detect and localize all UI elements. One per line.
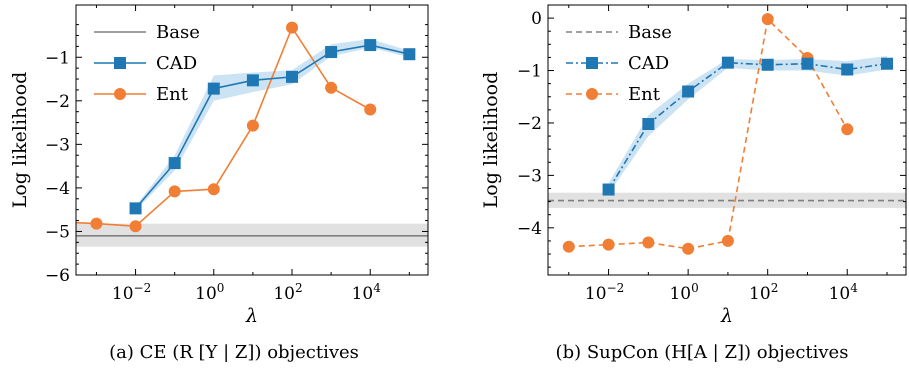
panel-b-legend-label: Ent bbox=[628, 84, 661, 105]
panel-b-y-tick-label: −4 bbox=[517, 219, 542, 239]
panel-a-ent-point bbox=[286, 21, 299, 34]
panel-a-y-tick-label: −6 bbox=[45, 266, 70, 286]
panel-b-cad-point bbox=[602, 183, 615, 196]
panel-b-x-tick-exponent: −2 bbox=[607, 281, 625, 295]
panel-a-y-tick-label: −1 bbox=[45, 48, 70, 68]
panel-a-y-axis-label: Log likelihood bbox=[9, 72, 31, 209]
panel-b-x-tick-exponent: 4 bbox=[850, 281, 858, 295]
panel-b-cad-point bbox=[761, 58, 774, 71]
panel-b-legend-marker bbox=[586, 57, 598, 69]
panel-a-legend-label: CAD bbox=[156, 53, 197, 74]
panel-a-y-tick-label: −5 bbox=[45, 222, 70, 242]
panel-b-cad-point bbox=[881, 57, 894, 70]
panel-b-y-tick-label: −2 bbox=[517, 114, 542, 134]
panel-b-y-axis-label: Log likelihood bbox=[480, 72, 502, 209]
panel-a-legend-marker bbox=[114, 57, 126, 69]
panel-a-x-tick-exponent: 2 bbox=[295, 281, 303, 295]
panel-b-cad-point bbox=[721, 56, 734, 69]
panel-a-cad-point bbox=[129, 202, 142, 215]
panel-b-x-tick-exponent: 0 bbox=[691, 281, 699, 295]
panel-b-caption: (b) SupCon (H[A | Z]) objectives bbox=[556, 342, 849, 363]
panel-b-x-tick-exponent: 2 bbox=[771, 281, 779, 295]
panel-b-cad-point bbox=[682, 85, 695, 98]
panel-a-ent-point bbox=[325, 81, 338, 94]
panel-a-axes-frame bbox=[75, 4, 429, 276]
panel-a-x-tick-label: 104 bbox=[352, 281, 382, 304]
panel-a-cad-point bbox=[403, 48, 416, 61]
panel-b-x-axis-label: λ bbox=[720, 305, 733, 327]
panel-b-chart: 10−2 100 102 104 −4 −3 −2 −1 0 λ Log likelihood Bas… bbox=[480, 4, 907, 363]
panel-a-cad-point bbox=[168, 157, 181, 170]
panel-b-cad-point bbox=[841, 63, 854, 76]
panel-b-legend-label: Base bbox=[628, 22, 672, 43]
panel-b-y-tick-label: 0 bbox=[531, 9, 542, 29]
panel-a-ent-point bbox=[207, 183, 220, 196]
panel-b-axes-frame bbox=[547, 4, 907, 276]
panel-a-ent-point bbox=[364, 103, 377, 116]
panel-b-plot-area bbox=[548, 13, 906, 255]
panel-b-ent-point bbox=[721, 234, 734, 247]
panel-a-x-tick-exponent: −2 bbox=[134, 281, 152, 295]
panel-b-x-tick-label: 100 bbox=[669, 281, 698, 304]
panel-b-cad-point bbox=[642, 118, 655, 131]
panel-a-legend-label: Base bbox=[156, 22, 200, 43]
panel-a-legend: Base CAD Ent bbox=[94, 22, 200, 105]
panel-a-cad-point bbox=[364, 39, 377, 52]
panel-b-ent-line bbox=[568, 17, 848, 250]
panel-b-base-band bbox=[548, 192, 906, 208]
panel-a-ent-point bbox=[90, 217, 103, 230]
panel-a-cad-point bbox=[246, 74, 259, 87]
panel-a-x-axis-label: λ bbox=[245, 305, 258, 327]
panel-a-y-tick-label: −4 bbox=[45, 179, 70, 199]
panel-b-ent-point bbox=[841, 123, 854, 136]
panel-b-ent-point bbox=[761, 13, 774, 26]
panel-b-ent-point bbox=[602, 238, 615, 251]
panel-b-ent-point bbox=[642, 236, 655, 249]
panel-a-ent-point bbox=[168, 185, 181, 198]
panel-a-legend-label: Ent bbox=[156, 84, 189, 105]
panel-b-x-tick-label: 10−2 bbox=[585, 281, 624, 304]
panel-a-ent-point bbox=[129, 220, 142, 233]
panel-a-cad-point bbox=[207, 82, 220, 95]
panel-a-legend-marker bbox=[114, 88, 126, 100]
panel-b-cad-band bbox=[608, 55, 887, 194]
panel-b-cad-point bbox=[801, 57, 814, 70]
panel-a-caption: (a) CE (R [Y | Z]) objectives bbox=[109, 342, 359, 363]
panel-a-x-tick-exponent: 4 bbox=[373, 281, 381, 295]
panel-b-cad-line bbox=[607, 61, 888, 190]
panel-a-x-tick-exponent: 0 bbox=[217, 281, 225, 295]
panel-b-ent-point bbox=[562, 240, 575, 253]
panel-a-chart: 10−2 100 102 104 −6 −5 −4 −3 −2 −1 λ Log likelihood… bbox=[9, 4, 429, 363]
panel-b-legend-label: CAD bbox=[628, 53, 669, 74]
panel-a-cad-point bbox=[286, 70, 299, 83]
panel-a-x-tick-label: 102 bbox=[273, 281, 302, 304]
panel-a-cad-band bbox=[135, 39, 410, 211]
panel-a-plot-area bbox=[76, 21, 428, 247]
panel-b-x-tick-label: 102 bbox=[749, 281, 778, 304]
panel-a-y-tick-label: −3 bbox=[45, 135, 70, 155]
panel-a-y-tick-label: −2 bbox=[45, 92, 70, 112]
panel-a-cad-line bbox=[134, 44, 410, 209]
panel-a-ent-point bbox=[246, 119, 259, 132]
panel-a-x-tick-label: 100 bbox=[195, 281, 224, 304]
panel-b-x-tick-label: 104 bbox=[829, 281, 859, 304]
panel-b-legend: Base CAD Ent bbox=[566, 22, 672, 105]
panel-b-ent-point bbox=[682, 242, 695, 255]
panel-b-y-tick-label: −1 bbox=[517, 62, 542, 82]
panel-a-cad-point bbox=[325, 46, 338, 59]
panel-b-legend-marker bbox=[586, 88, 598, 100]
panel-b-y-tick-label: −3 bbox=[517, 166, 542, 186]
panel-a-x-tick-label: 10−2 bbox=[112, 281, 151, 304]
